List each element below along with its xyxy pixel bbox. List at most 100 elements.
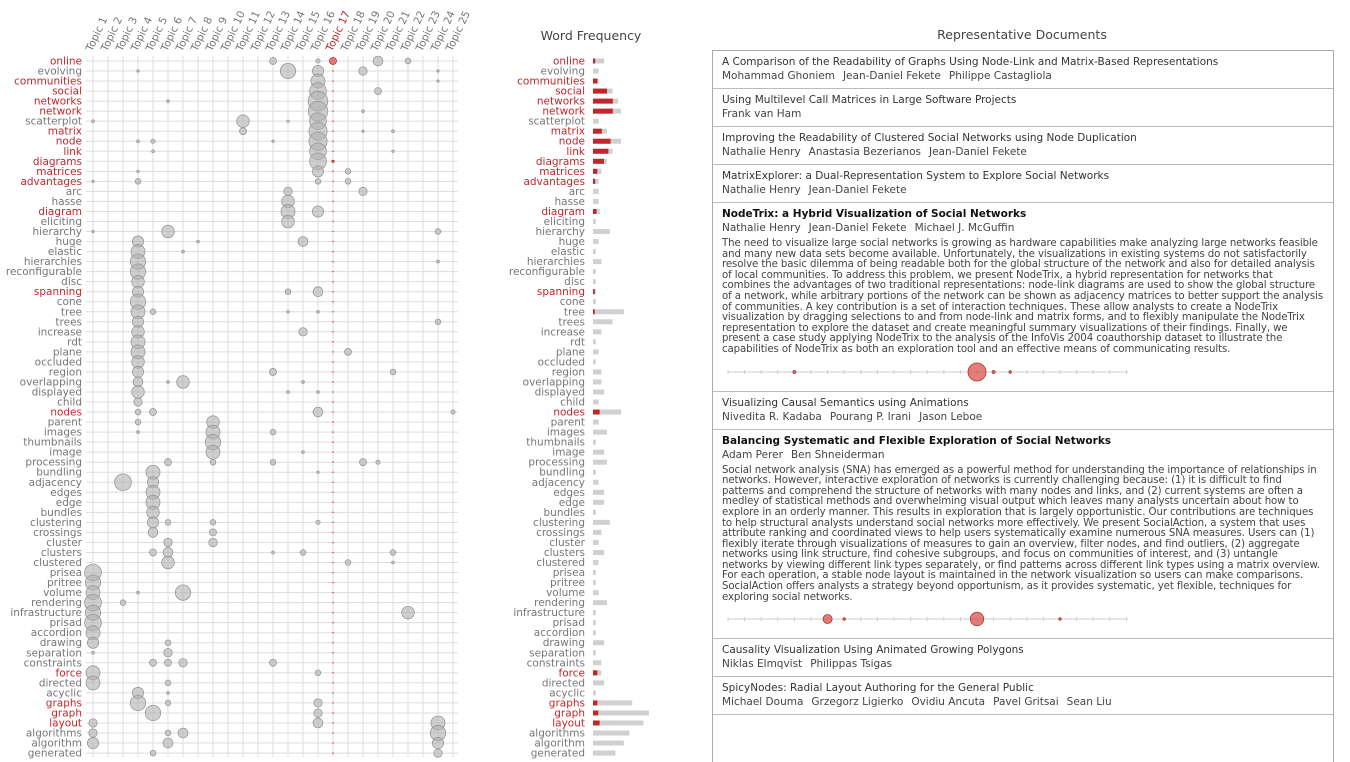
word-label[interactable]: image — [49, 447, 82, 459]
document-title[interactable]: Causality Visualization Using Animated G… — [722, 644, 1024, 657]
topic-word-bubble[interactable] — [359, 458, 367, 467]
word-label[interactable]: cluster — [46, 537, 82, 549]
topic-word-bubble[interactable] — [131, 365, 144, 378]
topic-word-bubble[interactable] — [332, 140, 334, 143]
author-name[interactable]: Nivedita R. Kadaba — [722, 410, 822, 423]
topic-word-bubble[interactable] — [332, 471, 334, 474]
document-item[interactable]: Using Multilevel Call Matrices in Large … — [713, 89, 1333, 127]
word-label[interactable]: elastic — [48, 246, 82, 258]
word-label[interactable]: volume — [43, 587, 82, 599]
word-label[interactable]: rdt — [67, 336, 82, 348]
topic-word-bubble[interactable] — [166, 380, 170, 384]
topic-word-bubble[interactable] — [332, 411, 334, 413]
word-label[interactable]: algorithms — [26, 728, 82, 740]
topic-word-bubble[interactable] — [136, 139, 140, 144]
topic-word-bubble[interactable] — [316, 470, 320, 474]
topic-word-bubble[interactable] — [332, 270, 334, 273]
author-name[interactable]: Pavel Gritsai — [993, 696, 1059, 709]
topic-word-bubble[interactable] — [316, 309, 320, 314]
topic-word-bubble[interactable] — [332, 541, 334, 544]
topic-word-bubble[interactable] — [332, 120, 334, 122]
topic-word-bubble[interactable] — [269, 428, 277, 436]
topic-word-bubble[interactable] — [146, 516, 159, 529]
topic-word-bubble[interactable] — [374, 87, 382, 95]
topic-word-bubble[interactable] — [332, 110, 334, 112]
word-label[interactable]: plane — [53, 346, 82, 358]
topic-word-bubble[interactable] — [372, 55, 384, 67]
topic-word-bubble[interactable] — [332, 491, 334, 494]
topic-word-bubble[interactable] — [332, 662, 334, 664]
word-label[interactable]: thumbnails — [23, 437, 82, 449]
author-name[interactable]: Jean-Daniel Fekete — [842, 70, 941, 82]
word-label[interactable]: region — [49, 366, 82, 378]
topic-word-bubble[interactable] — [332, 220, 334, 223]
word-label[interactable]: clustering — [30, 517, 82, 529]
author-name[interactable]: Ovidiu Ancuta — [911, 696, 986, 709]
topic-word-bubble[interactable] — [136, 69, 140, 73]
topic-word-bubble[interactable] — [332, 280, 334, 283]
document-list[interactable]: A Comparison of the Readability of Graph… — [712, 50, 1334, 762]
topic-word-bubble[interactable] — [332, 170, 334, 173]
document-title[interactable]: MatrixExplorer: a Dual-Representation Sy… — [722, 170, 1110, 182]
topic-word-bubble[interactable] — [114, 473, 132, 492]
topic-word-bubble[interactable] — [332, 421, 334, 423]
word-label[interactable]: occluded — [35, 356, 82, 368]
word-label[interactable]: directed — [39, 677, 82, 689]
topic-word-bubble[interactable] — [87, 737, 100, 750]
topic-word-bubble[interactable] — [164, 658, 172, 667]
topic-word-bubble[interactable] — [391, 560, 395, 565]
word-label[interactable]: advantages — [20, 176, 82, 188]
topic-word-bubble[interactable] — [332, 190, 334, 193]
topic-word-bubble[interactable] — [344, 559, 352, 566]
word-label[interactable]: networks — [34, 96, 82, 108]
topic-word-bubble[interactable] — [332, 561, 334, 564]
topic-word-bubble[interactable] — [136, 430, 140, 434]
topic-word-bubble[interactable] — [129, 694, 147, 712]
word-label[interactable]: algorithm — [31, 738, 82, 750]
topic-word-bubble[interactable] — [329, 57, 337, 65]
topic-word-bubble[interactable] — [332, 621, 334, 624]
topic-word-bubble[interactable] — [332, 250, 334, 253]
document-item[interactable]: A Comparison of the Readability of Graph… — [713, 51, 1333, 89]
word-label[interactable]: trees — [55, 316, 82, 328]
topic-word-bubble[interactable] — [332, 210, 334, 213]
topic-word-bubble[interactable] — [131, 385, 145, 399]
word-label[interactable]: eliciting — [41, 216, 82, 228]
topic-word-bubble[interactable] — [332, 521, 334, 524]
topic-word-bubble[interactable] — [150, 138, 156, 144]
topic-word-bubble[interactable] — [344, 168, 352, 175]
topic-word-bubble[interactable] — [361, 109, 365, 113]
topic-word-bubble[interactable] — [332, 371, 334, 373]
topic-word-bubble[interactable] — [284, 288, 292, 295]
word-label[interactable]: matrix — [48, 126, 82, 138]
topic-word-bubble[interactable] — [401, 605, 415, 620]
word-label[interactable]: diagrams — [33, 156, 82, 168]
word-label[interactable]: node — [56, 136, 82, 148]
topic-word-bubble[interactable] — [434, 318, 442, 325]
topic-word-bubble[interactable] — [332, 441, 334, 443]
topic-word-bubble[interactable] — [332, 511, 334, 514]
word-label[interactable]: diagram — [38, 206, 82, 218]
word-label[interactable]: increase — [38, 326, 82, 338]
word-label[interactable]: scatterplot — [25, 116, 82, 128]
topic-word-bubble[interactable] — [88, 718, 98, 728]
topic-word-bubble[interactable] — [166, 691, 170, 695]
word-label[interactable]: images — [44, 427, 82, 439]
topic-word-bubble[interactable] — [209, 459, 217, 466]
topic-word-bubble[interactable] — [332, 722, 334, 724]
topic-word-bubble[interactable] — [332, 80, 334, 82]
topic-word-bubble[interactable] — [332, 240, 334, 243]
word-label[interactable]: link — [63, 146, 82, 158]
topic-word-bubble[interactable] — [283, 186, 293, 196]
word-label[interactable]: nodes — [50, 407, 82, 419]
topic-word-bubble[interactable] — [436, 259, 440, 264]
topic-word-bubble[interactable] — [313, 708, 323, 718]
word-label[interactable]: constraints — [24, 657, 82, 669]
topic-word-bubble[interactable] — [332, 611, 334, 614]
topic-word-bubble[interactable] — [315, 519, 321, 525]
topic-word-bubble[interactable] — [332, 150, 334, 153]
topic-word-bubble[interactable] — [332, 230, 334, 233]
topic-word-bubble[interactable] — [269, 658, 277, 667]
topic-word-bubble[interactable] — [332, 290, 334, 293]
topic-word-bubble[interactable] — [344, 347, 352, 356]
